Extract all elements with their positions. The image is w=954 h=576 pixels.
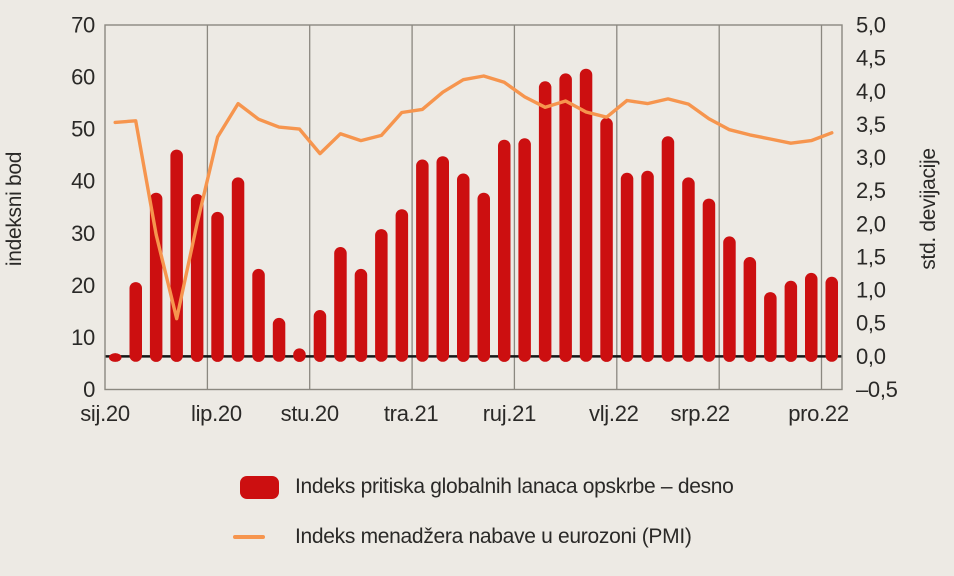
left-axis-tick-label: 50 (71, 117, 95, 142)
gscpi-bar (743, 257, 757, 362)
right-axis-tick-label: 2,0 (856, 211, 886, 236)
x-axis-tick-label: srp.22 (671, 401, 730, 426)
legend-item-supply-chain-index: Indeks pritiska globalnih lanaca opskrbe… (240, 475, 734, 499)
right-axis-tick-label: 1,5 (856, 245, 886, 270)
gscpi-bar (641, 170, 654, 362)
gscpi-bar (784, 280, 798, 362)
gscpi-bar (231, 177, 245, 362)
right-axis-tick-label: 3,0 (856, 145, 886, 170)
gscpi-bar (661, 136, 675, 362)
right-axis-tick-label: 1,0 (856, 278, 886, 303)
gscpi-bar (293, 348, 306, 362)
chart-canvas: 70 60 50 40 30 20 10 0 5,0 4,5 4,0 3,5 3,0 2,5 2,0 1,5 1… (71, 13, 898, 427)
gscpi-bar (682, 177, 695, 362)
right-axis-tick-label: –0,5 (856, 377, 898, 402)
x-axis-tick-label: tra.21 (384, 401, 439, 426)
right-axis-tick-label: 0,0 (856, 344, 886, 369)
line-series-swatch (233, 535, 265, 539)
left-axis-tick-label: 10 (71, 325, 95, 350)
plot-frame (104, 24, 843, 391)
gscpi-bar (272, 317, 286, 362)
gscpi-bar (477, 192, 490, 362)
x-axis-tick-label: stu.20 (281, 401, 339, 426)
left-axis-tick-label: 0 (83, 377, 95, 402)
gscpi-bar (805, 272, 818, 362)
x-axis-tick-label: lip.20 (191, 401, 242, 426)
x-axis-tick-label: pro.22 (788, 401, 849, 426)
gscpi-bar (825, 276, 838, 362)
left-axis-tick-label: 70 (71, 13, 95, 38)
gscpi-bar (211, 211, 224, 362)
right-axis-tick-label: 4,5 (856, 46, 886, 71)
gscpi-bar (518, 138, 531, 362)
gscpi-bar (436, 156, 449, 362)
x-axis-tick-label: sij.20 (80, 401, 130, 426)
gscpi-bar (252, 268, 265, 362)
gscpi-bar (600, 117, 613, 362)
x-axis-tick-label: vlj.22 (589, 401, 639, 426)
gscpi-bar (559, 73, 572, 362)
left-axis-tick-label: 40 (71, 169, 95, 194)
gscpi-bar (109, 353, 122, 362)
gscpi-bar (354, 268, 368, 362)
gscpi-bar (149, 192, 163, 362)
pmi-line (113, 74, 834, 321)
gscpi-bar (313, 310, 327, 362)
gscpi-bar (620, 172, 634, 362)
gscpi-bar (498, 139, 511, 362)
left-axis-tick-label: 20 (71, 273, 95, 298)
legend-item-pmi: Indeks menadžera nabave u eurozoni (PMI) (233, 524, 692, 550)
right-axis-tick-label: 0,5 (856, 311, 886, 336)
gscpi-bar (375, 229, 388, 362)
gscpi-bar (129, 282, 142, 362)
gscpi-bar (395, 209, 409, 362)
gscpi-bar (579, 68, 593, 362)
legend-label-supply-chain-index: Indeks pritiska globalnih lanaca opskrbe… (295, 475, 734, 498)
bar-series-swatch (240, 475, 279, 499)
legend-label-pmi: Indeks menadžera nabave u eurozoni (PMI) (295, 525, 692, 548)
gscpi-bar (764, 292, 777, 362)
right-axis-tick-label: 5,0 (856, 13, 886, 38)
gscpi-bar (538, 81, 552, 362)
left-axis-title: indeksni bod (3, 151, 26, 267)
gscpi-bar (457, 173, 470, 362)
gscpi-bar (170, 149, 183, 362)
right-axis-tick-label: 2,5 (856, 178, 886, 203)
gscpi-bar (416, 159, 429, 362)
left-axis-tick-label: 30 (71, 221, 95, 246)
gscpi-bar (702, 198, 716, 362)
right-axis-tick-label: 3,5 (856, 112, 886, 137)
gscpi-bar (723, 236, 736, 362)
left-axis-tick-label: 60 (71, 65, 95, 90)
gscpi-bar (334, 247, 347, 362)
right-axis-tick-label: 4,0 (856, 79, 886, 104)
right-axis-title: std. devijacije (917, 148, 940, 270)
x-axis-tick-label: ruj.21 (483, 401, 536, 426)
